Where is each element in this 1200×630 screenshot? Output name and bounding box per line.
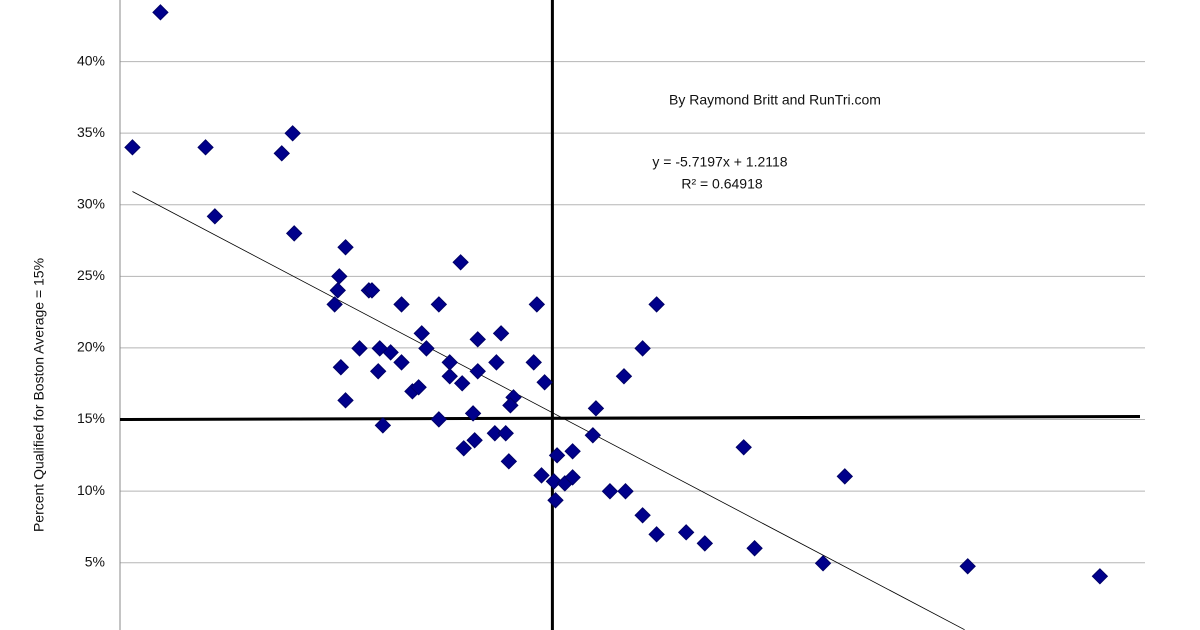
point xyxy=(545,473,563,490)
point xyxy=(634,340,651,357)
y-tick-label: 10% xyxy=(77,482,105,498)
point xyxy=(441,354,458,371)
point xyxy=(533,467,550,484)
point xyxy=(469,331,486,348)
point xyxy=(836,468,854,485)
point xyxy=(648,526,665,543)
point xyxy=(601,483,619,500)
point xyxy=(197,139,214,156)
point xyxy=(486,425,504,442)
point xyxy=(536,374,553,391)
point xyxy=(285,225,303,242)
point xyxy=(735,439,752,456)
point xyxy=(393,354,410,371)
y-tick-label: 20% xyxy=(77,339,105,355)
point xyxy=(452,254,469,271)
point xyxy=(441,368,458,385)
point xyxy=(696,535,714,552)
point xyxy=(382,344,399,361)
point xyxy=(430,296,448,313)
y-tick-label: 15% xyxy=(77,410,105,426)
point xyxy=(497,425,514,442)
trendline xyxy=(132,191,965,630)
point xyxy=(337,239,354,256)
point xyxy=(363,282,381,299)
point xyxy=(564,443,581,460)
y-tick-label: 5% xyxy=(85,553,105,569)
point xyxy=(337,392,354,409)
r-squared: R² = 0.64918 xyxy=(681,176,763,192)
point xyxy=(326,296,343,313)
point xyxy=(418,340,435,357)
point xyxy=(492,325,510,342)
point xyxy=(206,208,224,225)
point xyxy=(1091,568,1109,585)
point xyxy=(959,558,976,575)
point xyxy=(124,139,141,156)
point xyxy=(152,4,169,21)
y-axis-label: Percent Qualified for Boston Average = 1… xyxy=(31,258,47,532)
point xyxy=(548,447,566,464)
point xyxy=(374,417,392,434)
point xyxy=(502,397,519,414)
point xyxy=(329,282,346,299)
point xyxy=(273,145,290,162)
point xyxy=(814,555,832,572)
y-tick-label: 35% xyxy=(77,124,105,140)
point xyxy=(413,325,430,342)
point xyxy=(648,296,665,313)
point xyxy=(351,340,368,357)
equation: y = -5.7197x + 1.2118 xyxy=(652,154,787,170)
point xyxy=(587,400,605,417)
point xyxy=(584,427,602,444)
y-tick-label: 30% xyxy=(77,195,105,211)
point xyxy=(369,363,387,380)
point xyxy=(464,405,482,422)
point xyxy=(466,432,483,449)
point xyxy=(615,368,633,385)
point xyxy=(746,540,763,557)
credit: By Raymond Britt and RunTri.com xyxy=(669,92,881,108)
reference-line-y xyxy=(119,415,1141,422)
point xyxy=(331,268,348,285)
point xyxy=(528,296,546,313)
point xyxy=(488,354,505,371)
point xyxy=(455,440,472,457)
point xyxy=(547,492,564,509)
point xyxy=(393,296,410,313)
point xyxy=(410,379,427,396)
y-tick-label: 40% xyxy=(77,52,105,68)
point xyxy=(634,507,651,524)
point xyxy=(617,483,634,500)
y-tick-label: 25% xyxy=(77,267,105,283)
point xyxy=(332,359,350,376)
point xyxy=(284,125,301,142)
point xyxy=(430,411,448,428)
point xyxy=(564,469,581,486)
point xyxy=(525,354,542,371)
point xyxy=(500,453,518,470)
point xyxy=(453,375,471,392)
point xyxy=(677,524,695,541)
point xyxy=(469,363,486,380)
